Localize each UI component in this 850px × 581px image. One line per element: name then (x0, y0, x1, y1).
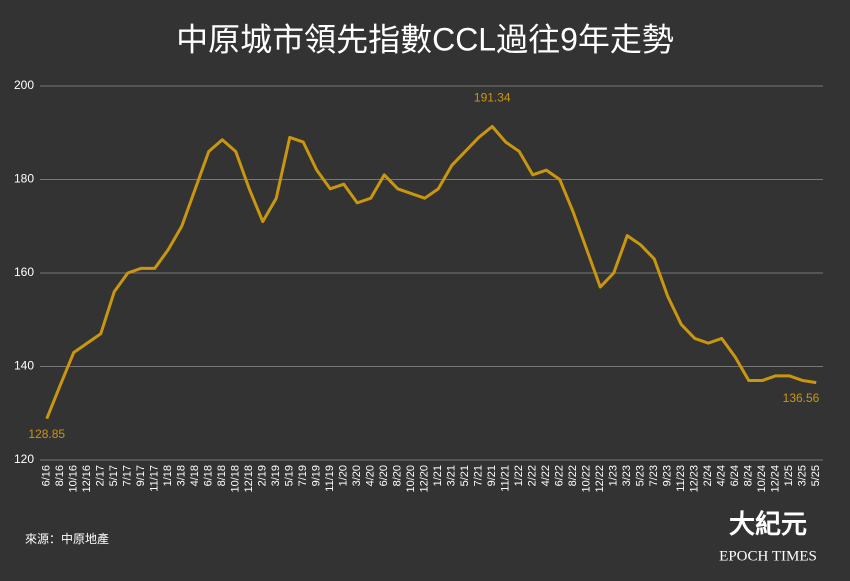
annotation: 128.85 (28, 427, 65, 441)
x-tick-label: 8/24 (743, 465, 755, 486)
x-tick-label: 7/21 (473, 465, 485, 486)
x-tick-label: 3/21 (446, 465, 458, 486)
x-tick-label: 5/25 (810, 465, 822, 486)
source: 來源：中原地產 (25, 531, 109, 546)
x-tick-label: 1/23 (608, 465, 620, 486)
x-tick-label: 1/21 (432, 465, 444, 486)
x-tick-label: 12/16 (81, 465, 93, 493)
x-tick-label: 3/25 (797, 465, 809, 486)
x-tick-label: 10/20 (405, 465, 417, 493)
x-tick-label: 12/24 (770, 465, 782, 493)
x-tick-label: 2/22 (527, 465, 539, 486)
line (45, 124, 817, 420)
x-tick-label: 7/17 (122, 465, 134, 486)
x-tick-label: 11/23 (675, 465, 687, 492)
y-tick-label: 140 (14, 359, 34, 373)
x-tick-label: 9/19 (311, 465, 323, 486)
x-tick-label: 7/19 (297, 465, 309, 486)
x-tick-label: 11/17 (149, 465, 161, 492)
x-tick-label: 3/19 (270, 465, 282, 486)
x-tick-label: 11/21 (500, 465, 512, 492)
x-tick-label: 3/23 (621, 465, 633, 486)
x-tick-label: 10/22 (581, 465, 593, 493)
x-tick-label: 8/20 (392, 465, 404, 486)
x-tick-label: 1/22 (513, 465, 525, 486)
x-tick-label: 10/24 (756, 465, 768, 493)
annotation: 191.34 (474, 91, 511, 105)
x-tick-label: 12/20 (419, 465, 431, 493)
x-tick-label: 2/17 (95, 465, 107, 486)
x-tick-label: 5/17 (108, 465, 120, 486)
x-tick-label: 1/18 (162, 465, 174, 486)
annotation: 136.56 (783, 391, 820, 405)
x-tick-label: 4/18 (189, 465, 201, 486)
y-tick-label: 120 (14, 452, 34, 466)
y-tick-label: 180 (14, 172, 34, 186)
x-tick-label: 10/18 (230, 465, 242, 493)
x-tick-label: 12/18 (243, 465, 255, 493)
x-tick-label: 9/17 (135, 465, 147, 486)
x-tick-label: 6/22 (554, 465, 566, 486)
x-tick-label: 12/23 (689, 465, 701, 493)
x-tick-label: 8/22 (567, 465, 579, 486)
x-tick-label: 7/23 (648, 465, 660, 486)
x-tick-label: 8/18 (216, 465, 228, 486)
x-tick-label: 6/24 (729, 465, 741, 486)
chart-title: 中原城市領先指數CCL過往9年走勢 (176, 21, 674, 57)
x-tick-label: 9/23 (662, 465, 674, 486)
x-tick-label: 5/19 (284, 465, 296, 486)
x-tick-label: 3/18 (176, 465, 188, 486)
x-tick-label: 4/20 (365, 465, 377, 486)
x-tick-label: 9/21 (486, 465, 498, 486)
x-tick-label: 6/18 (203, 465, 215, 486)
logo-english: EPOCH TIMES (719, 548, 817, 564)
y-tick-label: 160 (14, 265, 34, 279)
x-tick-label: 11/19 (324, 465, 336, 492)
x-tick-label: 2/19 (257, 465, 269, 486)
x-tick-label: 5/23 (635, 465, 647, 486)
x-tick-label: 2/24 (702, 465, 714, 486)
x-tick-label: 4/24 (716, 465, 728, 486)
x-tick-label: 12/22 (594, 465, 606, 493)
logo-chinese: 大紀元 (729, 509, 807, 540)
x-tick-label: 1/20 (338, 465, 350, 486)
x-tick-label: 6/16 (41, 465, 53, 486)
x-tick-label: 3/20 (351, 465, 363, 486)
x-tick-label: 8/16 (54, 465, 66, 486)
x-tick-label: 6/20 (378, 465, 390, 486)
x-tick-label: 10/16 (68, 465, 80, 493)
x-tick-label: 4/22 (540, 465, 552, 486)
x-tick-label: 5/21 (459, 465, 471, 486)
x-tick-label: 1/25 (783, 465, 795, 486)
y-tick-label: 200 (14, 78, 34, 92)
